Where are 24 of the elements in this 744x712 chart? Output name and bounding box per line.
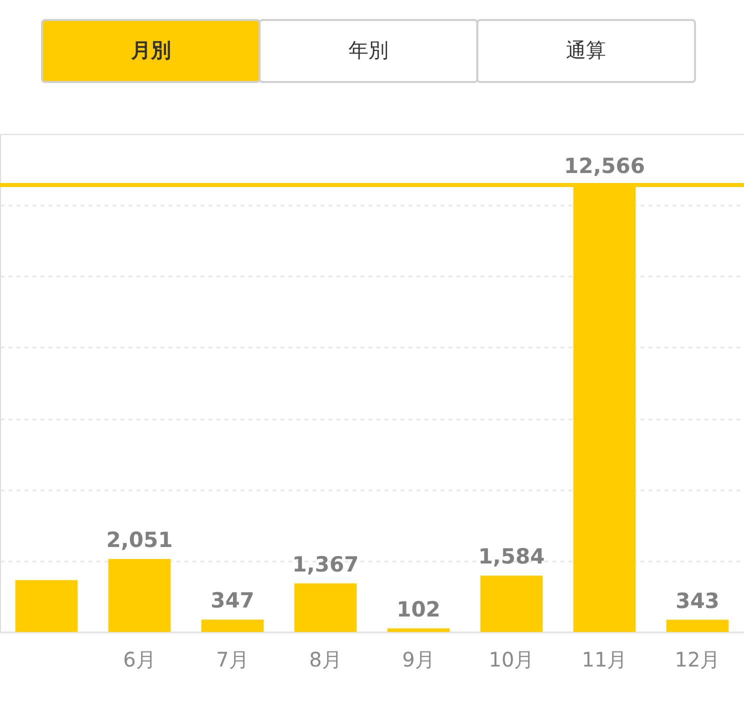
- x-tick-label: 11月: [582, 648, 628, 672]
- data-label: 1,367: [292, 552, 359, 576]
- x-tick-label: 7月: [216, 648, 249, 672]
- data-label: 2,051: [106, 528, 173, 552]
- data-label: 347: [210, 588, 254, 613]
- bar: [15, 580, 78, 632]
- data-label: 12,566: [564, 154, 646, 178]
- x-tick-label: 12月: [674, 648, 720, 672]
- x-tick-label: 6月: [123, 648, 156, 672]
- bar: [387, 628, 450, 632]
- x-tick-label: 10月: [488, 648, 534, 672]
- bar: [201, 620, 264, 632]
- text: 年別: [348, 38, 388, 62]
- bar: [480, 576, 543, 632]
- bar: [108, 559, 171, 632]
- x-tick-label: 8月: [309, 648, 342, 672]
- x-tick-label: 9月: [402, 648, 435, 672]
- bar: [294, 583, 357, 632]
- text: 月別: [130, 38, 171, 62]
- text: 通算: [566, 38, 606, 62]
- data-label: 343: [676, 588, 720, 613]
- data-label: 1,584: [478, 544, 545, 569]
- bar: [666, 620, 729, 632]
- data-label: 102: [396, 597, 440, 622]
